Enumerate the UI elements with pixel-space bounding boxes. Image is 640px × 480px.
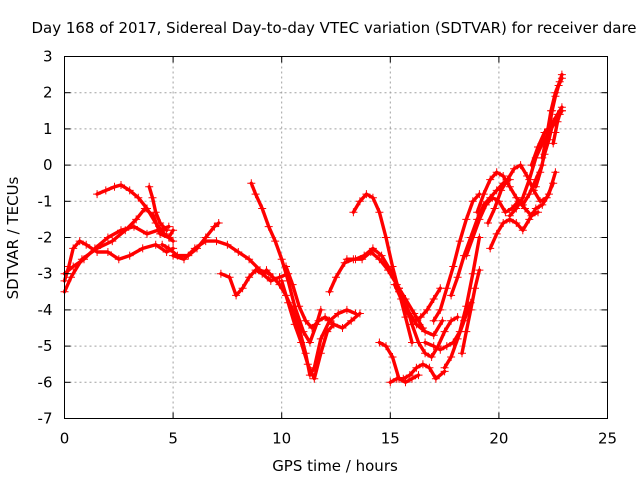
y-axis-label: SDTVAR / TECUs xyxy=(4,176,22,299)
y-tick-label: -6 xyxy=(38,373,53,391)
y-tick-label: -1 xyxy=(38,192,53,210)
series-trace-19 xyxy=(395,284,462,361)
series-trace-12 xyxy=(282,262,364,332)
series-trace-33 xyxy=(544,74,566,133)
series-line xyxy=(432,192,482,323)
y-tick-label: -2 xyxy=(38,229,53,247)
y-tick-label: 3 xyxy=(43,48,53,66)
series-markers xyxy=(544,74,566,133)
y-tick-label: -4 xyxy=(38,301,53,319)
series-markers xyxy=(282,262,364,332)
series-trace-18 xyxy=(390,280,445,325)
series-trace-3 xyxy=(60,222,173,278)
series-markers xyxy=(473,161,547,217)
series-line xyxy=(62,206,175,294)
series-trace-11 xyxy=(277,276,338,383)
series-trace-23 xyxy=(458,266,484,358)
series-markers xyxy=(93,181,178,246)
series-line xyxy=(62,224,171,276)
series-trace-28 xyxy=(486,168,560,253)
series-line xyxy=(464,195,540,258)
axis-tick-labels: 0 5 10 15 20 25 -7 -6 -5 -4 -3 -2 -1 0 1 2 3 xyxy=(38,48,618,448)
series-trace-21 xyxy=(429,190,484,325)
series-markers xyxy=(145,182,171,235)
series-trace-4 xyxy=(93,181,178,246)
series-line xyxy=(327,250,425,330)
y-tick-label: -5 xyxy=(38,337,53,355)
x-tick-label: 5 xyxy=(168,430,178,448)
series-markers xyxy=(395,284,462,361)
x-tick-label: 25 xyxy=(598,430,617,448)
series-line xyxy=(392,282,442,323)
series-trace-2 xyxy=(60,237,178,285)
series-markers xyxy=(549,106,566,148)
series-line xyxy=(551,109,564,146)
y-tick-label: 0 xyxy=(43,156,53,174)
x-tick-label: 15 xyxy=(381,430,400,448)
series-markers xyxy=(486,168,560,253)
x-tick-label: 0 xyxy=(60,430,70,448)
x-tick-label: 20 xyxy=(489,430,508,448)
series-line xyxy=(488,170,558,251)
chart-title: Day 168 of 2017, Sidereal Day-to-day VTE… xyxy=(31,19,636,37)
data-traces xyxy=(60,70,566,387)
series-markers xyxy=(429,190,484,325)
series-trace-9 xyxy=(247,179,325,347)
y-tick-label: -7 xyxy=(38,410,53,428)
y-tick-label: -3 xyxy=(38,265,53,283)
series-trace-5 xyxy=(145,182,171,235)
series-markers xyxy=(458,266,484,358)
y-tick-label: 2 xyxy=(43,84,53,102)
series-line xyxy=(171,239,271,276)
series-line xyxy=(397,286,460,359)
series-line xyxy=(351,192,414,345)
series-line xyxy=(95,183,175,243)
x-tick-label: 10 xyxy=(272,430,291,448)
series-line xyxy=(249,181,323,345)
series-trace-15 xyxy=(349,190,416,347)
x-axis-label: GPS time / hours xyxy=(272,457,398,475)
series-markers xyxy=(169,237,273,278)
series-trace-10 xyxy=(262,266,360,380)
series-trace-14 xyxy=(342,244,447,340)
series-trace-34 xyxy=(549,106,566,148)
series-trace-7 xyxy=(169,237,273,278)
grid-lines xyxy=(64,56,608,419)
series-line xyxy=(345,246,445,337)
series-markers xyxy=(216,266,293,300)
axis-ticks xyxy=(64,56,608,419)
y-tick-label: 1 xyxy=(43,120,53,138)
